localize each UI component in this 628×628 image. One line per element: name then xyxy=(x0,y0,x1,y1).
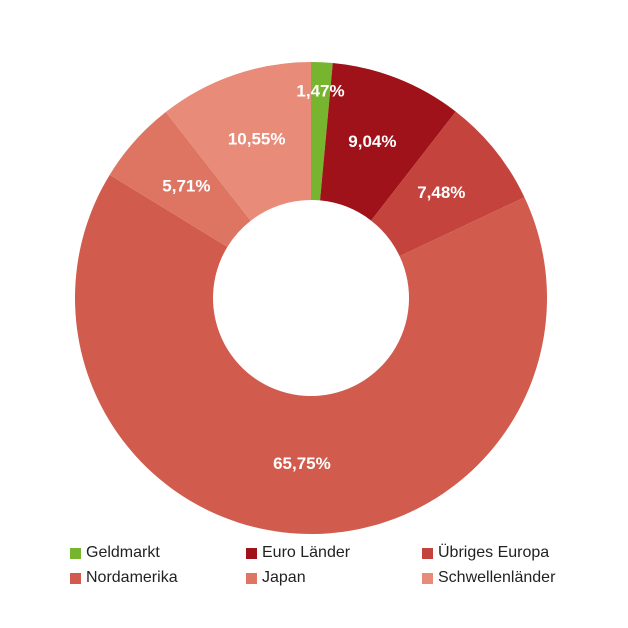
data-label-euro-laender: 9,04% xyxy=(348,132,396,151)
legend-swatch xyxy=(422,547,433,559)
legend-label: Übriges Europa xyxy=(438,544,550,561)
slice-geldmarkt xyxy=(311,62,333,201)
legend-item-uebriges-europa: Übriges Europa xyxy=(422,544,610,562)
legend-swatch xyxy=(70,547,81,559)
data-label-geldmarkt: 1,47% xyxy=(296,82,344,101)
legend-item-japan: Japan xyxy=(246,569,422,587)
legend-item-nordamerika: Nordamerika xyxy=(70,569,246,587)
legend-swatch xyxy=(246,572,257,584)
slice-uebriges-europa xyxy=(371,111,525,257)
data-label-japan: 5,71% xyxy=(162,176,210,195)
legend: Geldmarkt Euro Länder Übriges Europa Nor… xyxy=(70,544,610,587)
legend-item-schwellenlaender: Schwellenländer xyxy=(422,569,610,587)
legend-label: Geldmarkt xyxy=(86,544,160,561)
legend-label: Japan xyxy=(262,569,306,586)
data-label-schwellenlaender: 10,55% xyxy=(228,130,286,149)
slice-schwellenlaender xyxy=(165,62,311,221)
legend-item-euro-laender: Euro Länder xyxy=(246,544,422,562)
legend-swatch xyxy=(70,572,81,584)
legend-swatch xyxy=(246,547,257,559)
legend-item-geldmarkt: Geldmarkt xyxy=(70,544,246,562)
legend-label: Schwellenländer xyxy=(438,569,556,586)
legend-label: Euro Länder xyxy=(262,544,351,561)
slice-euro-laender xyxy=(320,63,456,221)
legend-label: Nordamerika xyxy=(86,569,178,586)
data-label-uebriges-europa: 7,48% xyxy=(417,183,465,202)
slice-nordamerika xyxy=(75,174,548,535)
slice-japan xyxy=(109,111,251,247)
legend-swatch xyxy=(422,572,433,584)
data-label-nordamerika: 65,75% xyxy=(273,454,331,473)
